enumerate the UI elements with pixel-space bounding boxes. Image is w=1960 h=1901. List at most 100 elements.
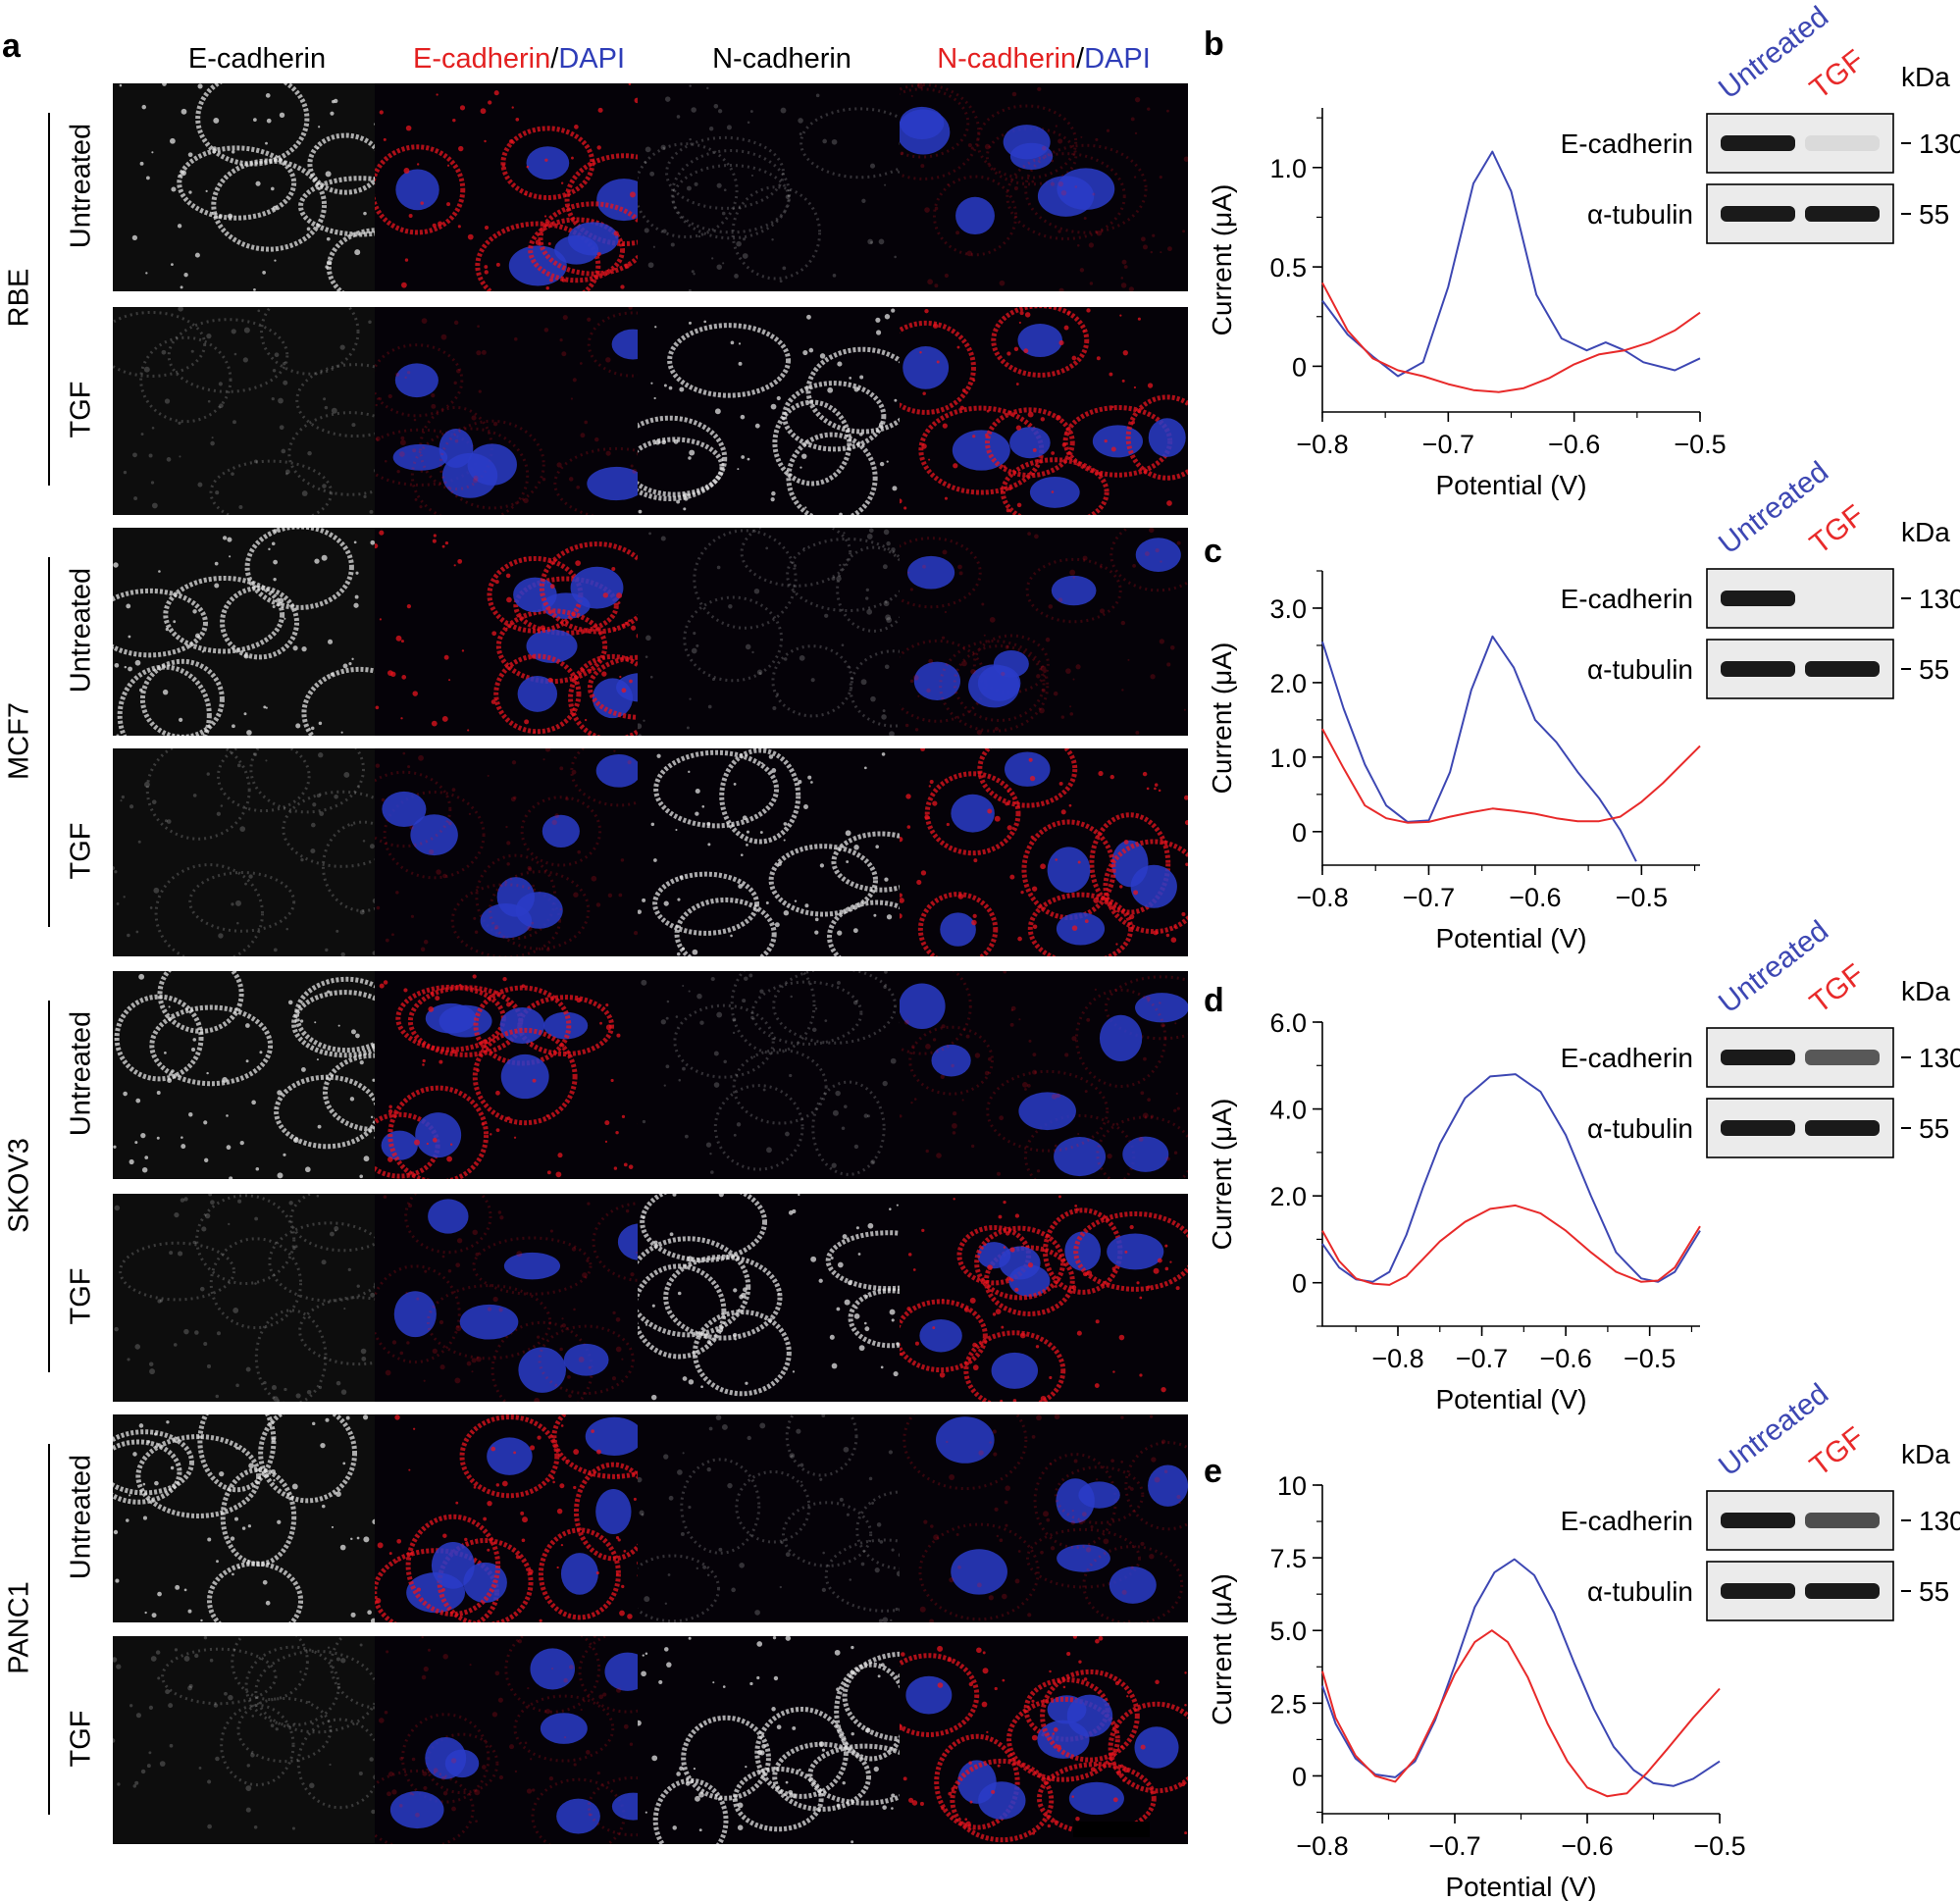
blot-label-tubulin: α-tubulin [1587, 1113, 1693, 1144]
blot-kda-label: kDa [1901, 1439, 1950, 1469]
micrograph-tile [638, 1636, 926, 1844]
cell-line-bracket [48, 1001, 50, 1372]
micrograph-tile [113, 971, 401, 1179]
micrograph-tile [375, 748, 663, 956]
cell-line-label: MCF7 [3, 701, 35, 780]
micrograph-tile [113, 307, 401, 515]
y-tick-label: 2.0 [1269, 669, 1307, 698]
blot-kda-label: kDa [1901, 976, 1950, 1006]
micrograph-tile [638, 971, 926, 1179]
condition-label: Untreated [65, 123, 97, 249]
x-tick-label: −0.6 [1548, 430, 1600, 459]
blot-ecadherin-box [1706, 1027, 1894, 1088]
blot-label-tubulin: α-tubulin [1587, 199, 1693, 230]
y-tick-label: 2.5 [1269, 1689, 1307, 1719]
column-header: E-cadherin/DAPI [375, 45, 663, 74]
scale-bar [1073, 1822, 1150, 1837]
blot-header-tgf: TGF [1804, 1421, 1871, 1483]
y-tick-label: 0 [1292, 1762, 1307, 1791]
panel-c-letter: c [1204, 533, 1222, 570]
blot-ecadherin-box [1706, 568, 1894, 629]
blot-tubulin-box [1706, 639, 1894, 699]
axis-lines [1321, 571, 1700, 866]
y-tick-label: 0 [1292, 352, 1307, 382]
micrograph-tile [900, 748, 1188, 956]
series-line-tgf [1321, 282, 1701, 393]
blot-band-untreated [1721, 1050, 1795, 1065]
mw-label-130: 130 [1919, 1506, 1960, 1536]
condition-label: TGF [65, 1267, 97, 1325]
blot-band-untreated [1721, 591, 1795, 606]
y-tick-label: 0.5 [1269, 253, 1307, 283]
x-tick-label: −0.8 [1296, 430, 1348, 459]
mw-label-130: 130 [1919, 128, 1960, 159]
micrograph-tile [900, 83, 1188, 291]
blot-tubulin-box [1706, 1561, 1894, 1621]
micrograph-tile [638, 748, 926, 956]
x-tick-label: −0.6 [1509, 883, 1561, 912]
mw-label-130: 130 [1919, 584, 1960, 614]
blot-header-untreated: Untreated [1713, 914, 1834, 1019]
micrograph-tile [638, 307, 926, 515]
series-line-untreated [1321, 150, 1701, 378]
mw-label-130: 130 [1919, 1043, 1960, 1073]
y-tick-label: 0 [1292, 818, 1307, 848]
column-header-part: / [1076, 43, 1085, 75]
micrograph-tile [638, 1194, 926, 1402]
cell-line-bracket [48, 113, 50, 486]
x-tick-label: −0.7 [1428, 1831, 1480, 1861]
blot-header-tgf: TGF [1804, 499, 1871, 561]
blot-band-untreated [1721, 1513, 1795, 1528]
y-axis-label: Current (μA) [1207, 642, 1237, 795]
column-header-part: DAPI [558, 43, 625, 75]
y-tick-label: 2.0 [1269, 1182, 1307, 1211]
cell-line-bracket [48, 557, 50, 927]
x-axis-label: Potential (V) [1445, 1872, 1596, 1901]
micrograph-tile [638, 83, 926, 291]
series-line-untreated [1321, 1558, 1721, 1787]
y-tick-label: 1.0 [1269, 744, 1307, 773]
blot-label-tubulin: α-tubulin [1587, 1576, 1693, 1607]
panel-a-letter: a [2, 27, 21, 65]
micrograph-tile [375, 307, 663, 515]
y-axis-label: Current (μA) [1207, 184, 1237, 336]
micrograph-tile [638, 528, 926, 736]
series-line-untreated [1321, 1073, 1701, 1283]
mw-label-55: 55 [1919, 1113, 1949, 1144]
blot-band-tgf [1805, 206, 1880, 222]
micrograph-tile [375, 83, 663, 291]
micrograph-tile [375, 528, 663, 736]
mw-label-55: 55 [1919, 1576, 1949, 1607]
x-tick-label: −0.5 [1693, 1831, 1745, 1861]
column-header-part: N-cadherin [937, 43, 1077, 75]
blot-header-tgf: TGF [1804, 44, 1871, 106]
cell-line-bracket [48, 1444, 50, 1815]
panel-b-letter: b [1204, 26, 1224, 63]
condition-label: TGF [65, 1710, 97, 1768]
blot-ecadherin-box [1706, 113, 1894, 174]
blot-band-tgf [1805, 1050, 1880, 1065]
x-tick-label: −0.8 [1296, 1831, 1348, 1861]
column-header-part: E-cadherin [187, 43, 327, 75]
blot-tubulin-box [1706, 1098, 1894, 1158]
micrograph-tile [375, 1636, 663, 1844]
micrograph-tile [113, 83, 401, 291]
blot-label-ecadherin: E-cadherin [1561, 1506, 1693, 1536]
blot-label-tubulin: α-tubulin [1587, 654, 1693, 685]
micrograph-tile [113, 1636, 401, 1844]
y-axis-label: Current (μA) [1207, 1099, 1237, 1251]
mw-label-55: 55 [1919, 654, 1949, 685]
blot-kda-label: kDa [1901, 517, 1950, 547]
micrograph-tile [900, 1414, 1188, 1622]
blot-ecadherin-box [1706, 1490, 1894, 1551]
y-tick-label: 1.0 [1269, 154, 1307, 183]
blot-header-tgf: TGF [1804, 958, 1871, 1020]
x-tick-label: −0.5 [1624, 1344, 1676, 1373]
y-tick-label: 4.0 [1269, 1096, 1307, 1125]
micrograph-tile [900, 1194, 1188, 1402]
blot-band-untreated [1721, 661, 1795, 677]
cell-line-label: RBE [3, 268, 35, 328]
micrograph-tile [113, 748, 401, 956]
column-header-part: E-cadherin [413, 43, 551, 75]
column-header-part: DAPI [1084, 43, 1151, 75]
